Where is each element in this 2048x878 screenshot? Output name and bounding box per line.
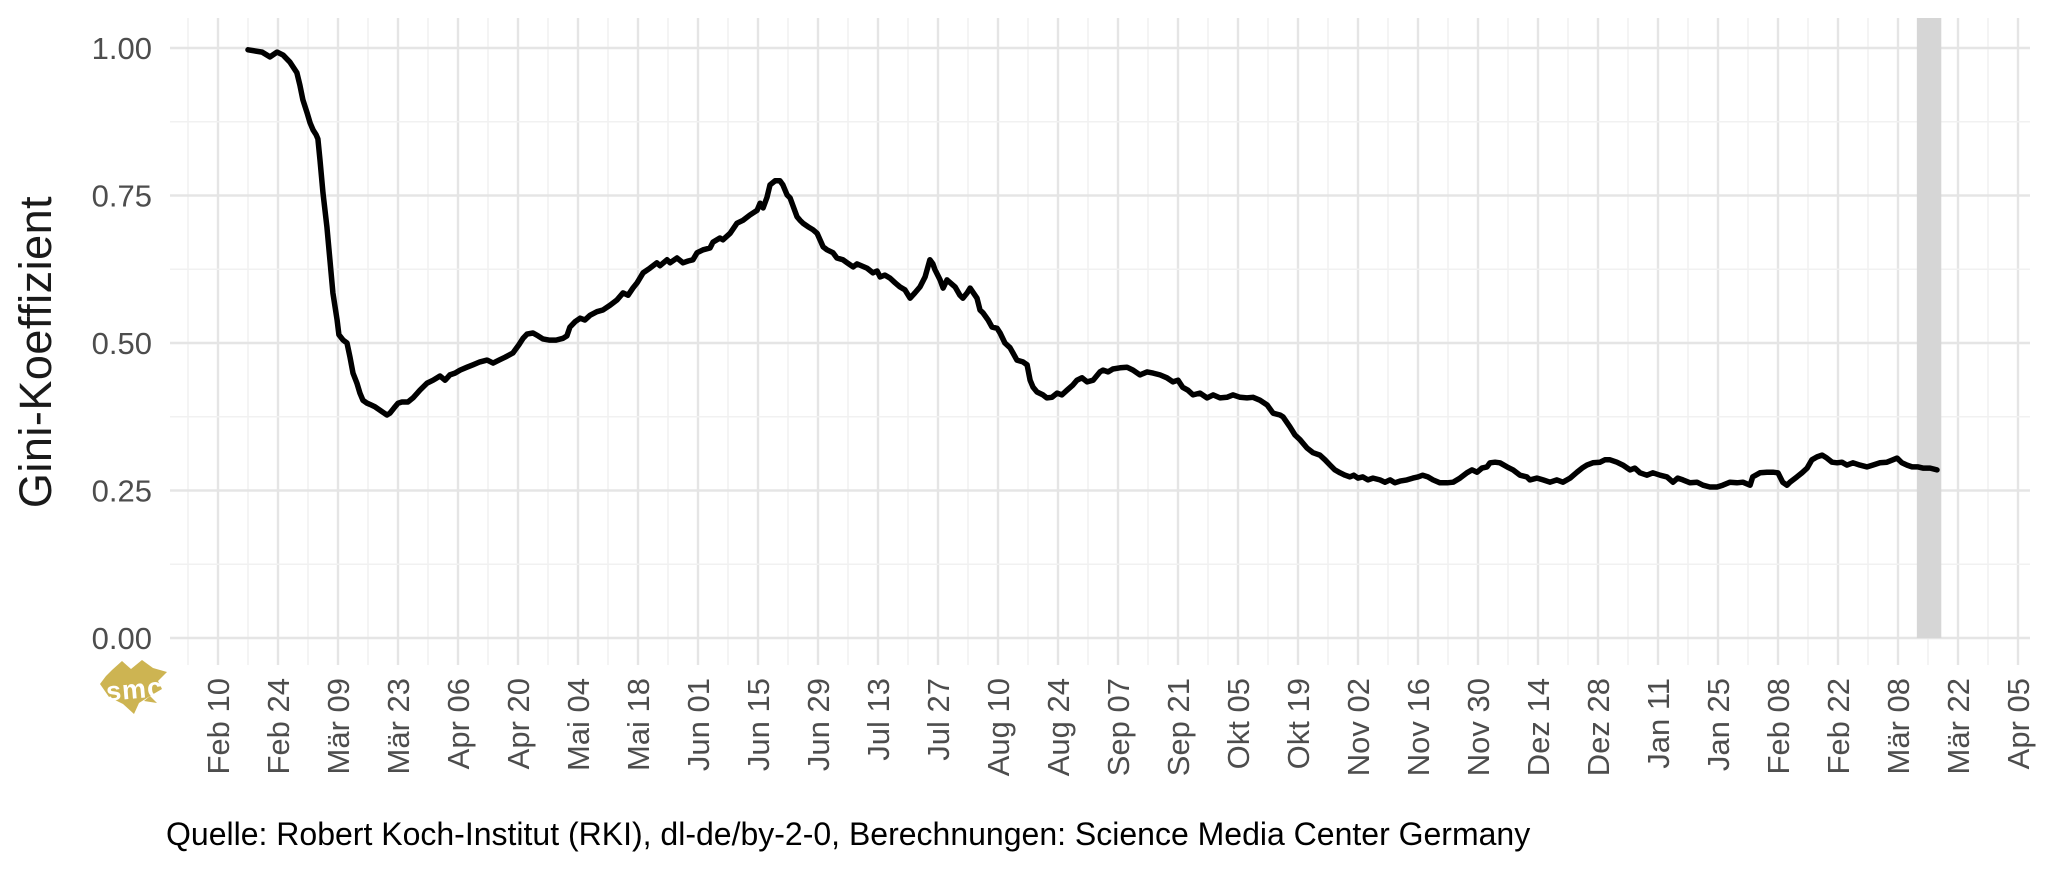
- smc-logo-text: smc: [105, 672, 164, 707]
- smc-logo-blob: [100, 660, 167, 714]
- x-tick-label: Jun 01: [681, 678, 716, 771]
- x-tick-label: Feb 24: [261, 678, 296, 775]
- y-tick-label: 0.75: [92, 178, 152, 213]
- x-tick-label: Mär 09: [321, 678, 356, 774]
- gini-series-line: [245, 47, 1940, 490]
- smc-logo: smc: [100, 660, 167, 714]
- y-axis-title: Gini-Koeffizient: [10, 195, 61, 509]
- x-tick-label: Sep 07: [1101, 678, 1136, 776]
- x-tick-label: Mär 23: [381, 678, 416, 774]
- y-tick-label: 1.00: [92, 31, 152, 66]
- x-tick-label: Jun 15: [741, 678, 776, 771]
- x-tick-label: Mai 04: [561, 678, 596, 771]
- x-tick-label: Okt 19: [1281, 678, 1316, 769]
- x-tick-label: Apr 05: [2001, 678, 2036, 769]
- x-tick-label: Dez 14: [1521, 678, 1556, 776]
- x-tick-label: Feb 10: [201, 678, 236, 775]
- x-tick-label: Jul 27: [921, 678, 956, 761]
- x-tick-label: Jul 13: [861, 678, 896, 761]
- x-tick-label: Jun 29: [801, 678, 836, 771]
- x-tick-label: Jan 11: [1641, 678, 1676, 769]
- x-tick-label: Jan 25: [1701, 678, 1736, 771]
- x-tick-label: Sep 21: [1161, 678, 1196, 776]
- recent-data-highlight-band: [1916, 18, 1942, 638]
- x-tick-label: Aug 24: [1041, 678, 1076, 776]
- x-tick-label: Nov 16: [1401, 678, 1436, 776]
- x-tick-label: Mai 18: [621, 678, 656, 771]
- x-tick-label: Nov 02: [1341, 678, 1376, 776]
- y-tick-label: 0.50: [92, 326, 152, 361]
- x-tick-label: Feb 22: [1821, 678, 1856, 775]
- x-tick-label: Apr 06: [441, 678, 476, 769]
- x-tick-label: Mär 22: [1941, 678, 1976, 774]
- x-tick-label: Mär 08: [1881, 678, 1916, 774]
- x-tick-label: Nov 30: [1461, 678, 1496, 776]
- y-tick-label: 0.00: [92, 621, 152, 656]
- source-caption: Quelle: Robert Koch-Institut (RKI), dl-d…: [166, 816, 1531, 852]
- x-tick-label: Aug 10: [981, 678, 1016, 776]
- x-tick-label: Apr 20: [501, 678, 536, 769]
- x-tick-label: Okt 05: [1221, 678, 1256, 769]
- y-tick-label: 0.25: [92, 473, 152, 508]
- smc-logo-blob-spur: [144, 696, 157, 703]
- x-tick-label: Dez 28: [1581, 678, 1616, 776]
- x-tick-label: Feb 08: [1761, 678, 1796, 775]
